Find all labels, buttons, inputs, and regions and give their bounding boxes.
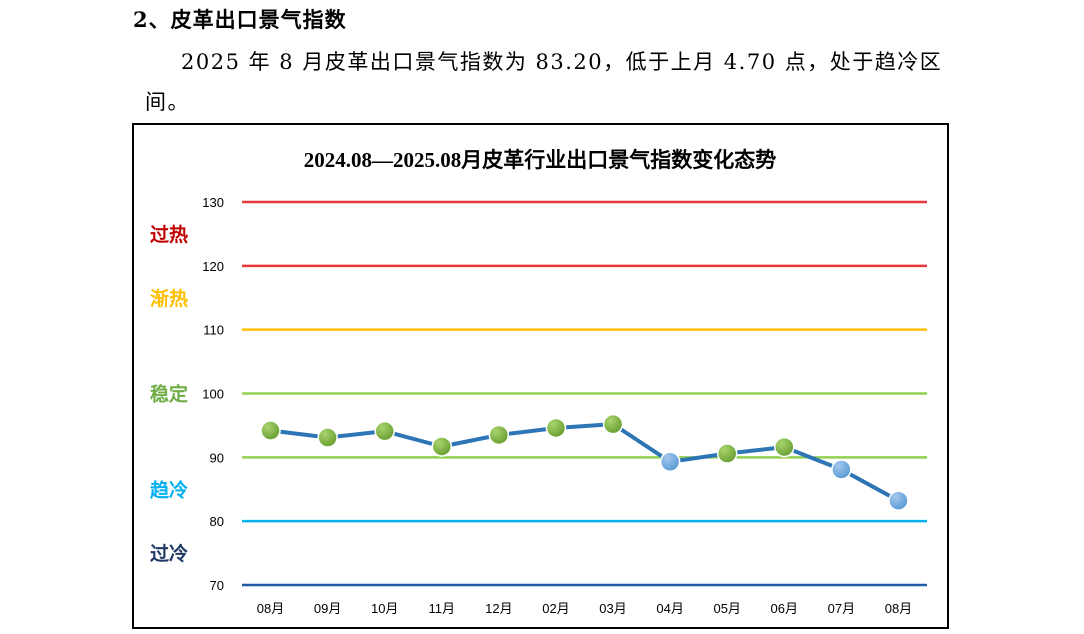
y-tick-label: 120 xyxy=(202,259,224,274)
zone-label: 过热 xyxy=(150,223,188,246)
data-point xyxy=(888,490,909,511)
zone-label: 过冷 xyxy=(150,542,188,565)
chart-title: 2024.08—2025.08月皮革行业出口景气指数变化态势 xyxy=(304,148,777,172)
x-tick-label: 08月 xyxy=(885,601,912,616)
x-tick-label: 08月 xyxy=(257,601,284,616)
x-tick-label: 11月 xyxy=(429,601,456,616)
data-point xyxy=(659,451,681,473)
reference-lines xyxy=(242,200,927,587)
data-point xyxy=(374,420,395,442)
x-tick-label: 12月 xyxy=(485,601,512,616)
x-tick-label: 06月 xyxy=(771,601,798,616)
x-tick-label: 04月 xyxy=(656,601,683,616)
chart-frame: 2024.08—2025.08月皮革行业出口景气指数变化态势 70 80 90 100… xyxy=(132,123,949,629)
data-point xyxy=(545,417,567,439)
series-polyline xyxy=(270,422,900,503)
x-tick-labels: 08月 09月 10月 11月 12月 02月 03月 04月 05月 06月 07月 08月 xyxy=(257,601,912,616)
x-tick-label: 09月 xyxy=(314,601,341,616)
y-tick-label: 80 xyxy=(210,514,224,529)
y-tick-label: 110 xyxy=(203,323,224,338)
section-title: 2、皮革出口景气指数 xyxy=(133,7,347,32)
x-tick-label: 05月 xyxy=(713,601,740,616)
zone-label: 渐热 xyxy=(150,287,188,310)
y-tick-labels: 70 80 90 100 110 120 130 xyxy=(202,195,224,593)
data-point xyxy=(488,424,510,446)
data-point xyxy=(260,420,281,441)
data-point xyxy=(716,443,738,464)
x-tick-label: 02月 xyxy=(542,601,569,616)
summary-paragraph: 2025 年 8 月皮革出口景气指数为 83.20，低于上月 4.70 点，处于… xyxy=(145,50,943,114)
data-point xyxy=(317,427,338,448)
x-tick-label: 03月 xyxy=(599,601,626,616)
x-tick-label: 07月 xyxy=(828,601,855,616)
data-point xyxy=(431,436,453,457)
series-markers xyxy=(260,413,909,511)
data-point xyxy=(831,459,852,480)
y-tick-label: 100 xyxy=(202,387,224,402)
y-tick-label: 130 xyxy=(202,195,224,210)
series-line xyxy=(270,422,900,503)
export-index-chart: 2024.08—2025.08月皮革行业出口景气指数变化态势 70 80 90 100… xyxy=(150,148,927,616)
zone-label: 稳定 xyxy=(150,383,188,406)
zone-label: 趋冷 xyxy=(150,478,188,501)
y-tick-label: 90 xyxy=(210,450,224,465)
data-point xyxy=(602,413,624,435)
y-tick-label: 70 xyxy=(210,578,224,593)
x-tick-label: 10月 xyxy=(371,601,398,616)
data-point xyxy=(774,436,795,458)
